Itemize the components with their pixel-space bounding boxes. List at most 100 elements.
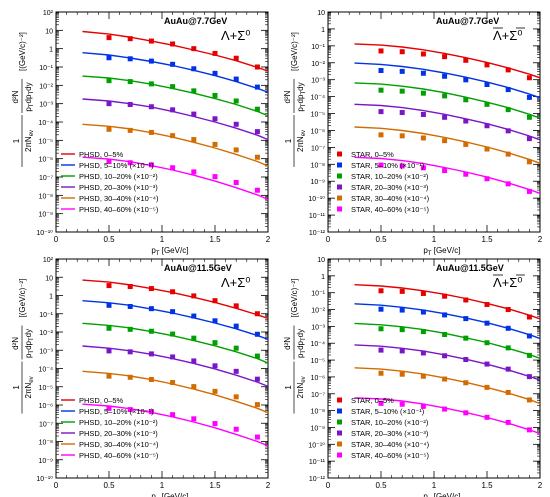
data-point-0-5 xyxy=(127,36,133,42)
y-tick-label: 10⁻⁷ xyxy=(39,175,53,182)
data-point-20-30 xyxy=(505,128,511,134)
data-point-10-20 xyxy=(399,327,405,333)
data-point-20-30 xyxy=(127,102,133,108)
data-layer xyxy=(354,43,540,195)
data-point-0-5 xyxy=(505,307,511,313)
series-line-5-10 xyxy=(82,300,268,340)
y-label-num2: d²N xyxy=(11,337,20,350)
y-tick-label: 10 xyxy=(45,28,53,35)
data-point-20-30 xyxy=(212,363,218,369)
data-point-0-5 xyxy=(127,284,133,290)
legend-swatch-point xyxy=(337,408,342,414)
series-line-20-30 xyxy=(82,345,268,388)
data-point-30-40 xyxy=(127,127,133,133)
y-label-den1: 2πNev xyxy=(296,130,307,152)
data-point-20-30 xyxy=(442,353,448,359)
data-point-5-10 xyxy=(233,323,239,329)
y-tick-label: 10⁻⁵ xyxy=(311,358,325,365)
data-point-40-60 xyxy=(212,421,218,427)
legend-entry: STAR, 0–5% xyxy=(351,150,394,159)
y-label-unit: [(GeV/c)⁻²] xyxy=(290,32,299,71)
x-tick-label: 0.5 xyxy=(375,481,387,490)
y-tick-label: 10⁻¹ xyxy=(39,65,53,72)
y-tick-label: 10⁻⁷ xyxy=(39,421,53,428)
data-point-40-60 xyxy=(191,416,197,422)
data-point-40-60 xyxy=(399,401,405,407)
data-point-40-60 xyxy=(127,160,133,166)
data-layer xyxy=(82,279,268,447)
y-tick-label: 10⁻³ xyxy=(311,324,325,331)
data-point-5-10 xyxy=(484,320,490,326)
data-point-20-30 xyxy=(148,104,154,110)
data-point-30-40 xyxy=(191,137,197,143)
data-point-20-30 xyxy=(127,349,133,355)
data-point-20-30 xyxy=(420,350,426,356)
data-point-20-30 xyxy=(442,114,448,120)
y-tick-label: 10⁻³ xyxy=(311,78,325,85)
x-tick-label: 0 xyxy=(326,235,331,244)
chart-title: AuAu@7.7GeV xyxy=(436,16,499,26)
legend-entry: PHSD, 10–20% (×10⁻²) xyxy=(79,418,158,427)
legend-swatch-point xyxy=(337,452,342,458)
series-line-30-40 xyxy=(82,123,268,167)
series-line-0-5 xyxy=(82,30,268,72)
x-tick-label: 0.5 xyxy=(103,481,115,490)
y-axis-label: 1 2πNev d²N pTdpTdy [(GeV/c)⁻²] xyxy=(283,32,307,167)
data-point-30-40 xyxy=(254,154,260,160)
data-point-40-60 xyxy=(127,407,133,413)
data-point-10-20 xyxy=(526,114,532,120)
data-point-30-40 xyxy=(399,133,405,139)
data-point-0-5 xyxy=(420,290,426,296)
legend-entry: STAR, 20–30% (×10⁻³) xyxy=(351,183,429,192)
series-line-40-60 xyxy=(354,397,540,435)
data-point-10-20 xyxy=(170,331,176,337)
y-tick-label: 10⁻¹ xyxy=(39,312,53,319)
data-point-30-40 xyxy=(212,388,218,394)
y-tick-label: 1 xyxy=(49,47,53,54)
data-point-40-60 xyxy=(526,427,532,433)
legend-entry: PHSD, 40–60% (×10⁻⁵) xyxy=(79,205,159,214)
data-point-5-10 xyxy=(170,309,176,315)
data-point-30-40 xyxy=(399,371,405,377)
legend-entry: STAR, 0–5% xyxy=(351,396,394,405)
y-tick-label: 10² xyxy=(43,10,54,17)
data-point-20-30 xyxy=(170,107,176,113)
data-point-10-20 xyxy=(148,328,154,334)
data-point-10-20 xyxy=(463,97,469,103)
y-tick-label: 10⁻³ xyxy=(39,348,53,355)
y-tick-label: 10⁻⁴ xyxy=(311,95,326,102)
particle-label: Λ+Σ⁰ xyxy=(493,28,523,43)
data-point-30-40 xyxy=(442,376,448,382)
y-tick-label: 10⁻⁵ xyxy=(39,385,53,392)
x-axis-label: pT [GeV/c] xyxy=(151,492,188,497)
legend-swatch-point xyxy=(337,173,342,179)
x-tick-label: 1 xyxy=(432,481,437,490)
x-tick-label: 2 xyxy=(266,481,271,490)
data-point-40-60 xyxy=(505,419,511,425)
y-tick-label: 10⁻⁴ xyxy=(39,367,54,374)
x-tick-label: 1.5 xyxy=(481,235,493,244)
particle-label: Λ+Σ⁰ xyxy=(493,275,523,290)
data-point-30-40 xyxy=(484,384,490,390)
y-tick-label: 10⁻¹² xyxy=(309,476,326,483)
data-point-0-5 xyxy=(170,289,176,295)
legend-entry: PHSD, 40–60% (×10⁻⁵) xyxy=(79,451,159,460)
data-point-5-10 xyxy=(254,84,260,90)
legend-entry: PHSD, 10–20% (×10⁻²) xyxy=(79,172,158,181)
x-tick-label: 1.5 xyxy=(481,481,493,490)
y-label-unit: [(GeV/c)⁻²] xyxy=(18,32,27,71)
data-point-20-30 xyxy=(233,121,239,127)
data-point-0-5 xyxy=(233,55,239,61)
data-point-10-20 xyxy=(233,98,239,104)
y-tick-label: 10⁻¹ xyxy=(311,44,325,51)
data-point-0-5 xyxy=(148,38,154,44)
series-line-20-30 xyxy=(354,103,540,141)
data-point-30-40 xyxy=(233,394,239,400)
data-point-0-5 xyxy=(254,311,260,317)
series-line-30-40 xyxy=(82,370,268,414)
y-tick-label: 10⁻⁵ xyxy=(311,112,325,119)
data-point-40-60 xyxy=(191,169,197,175)
data-point-0-5 xyxy=(212,50,218,56)
chart-title: AuAu@11.5GeV xyxy=(164,263,232,273)
data-point-5-10 xyxy=(254,331,260,337)
